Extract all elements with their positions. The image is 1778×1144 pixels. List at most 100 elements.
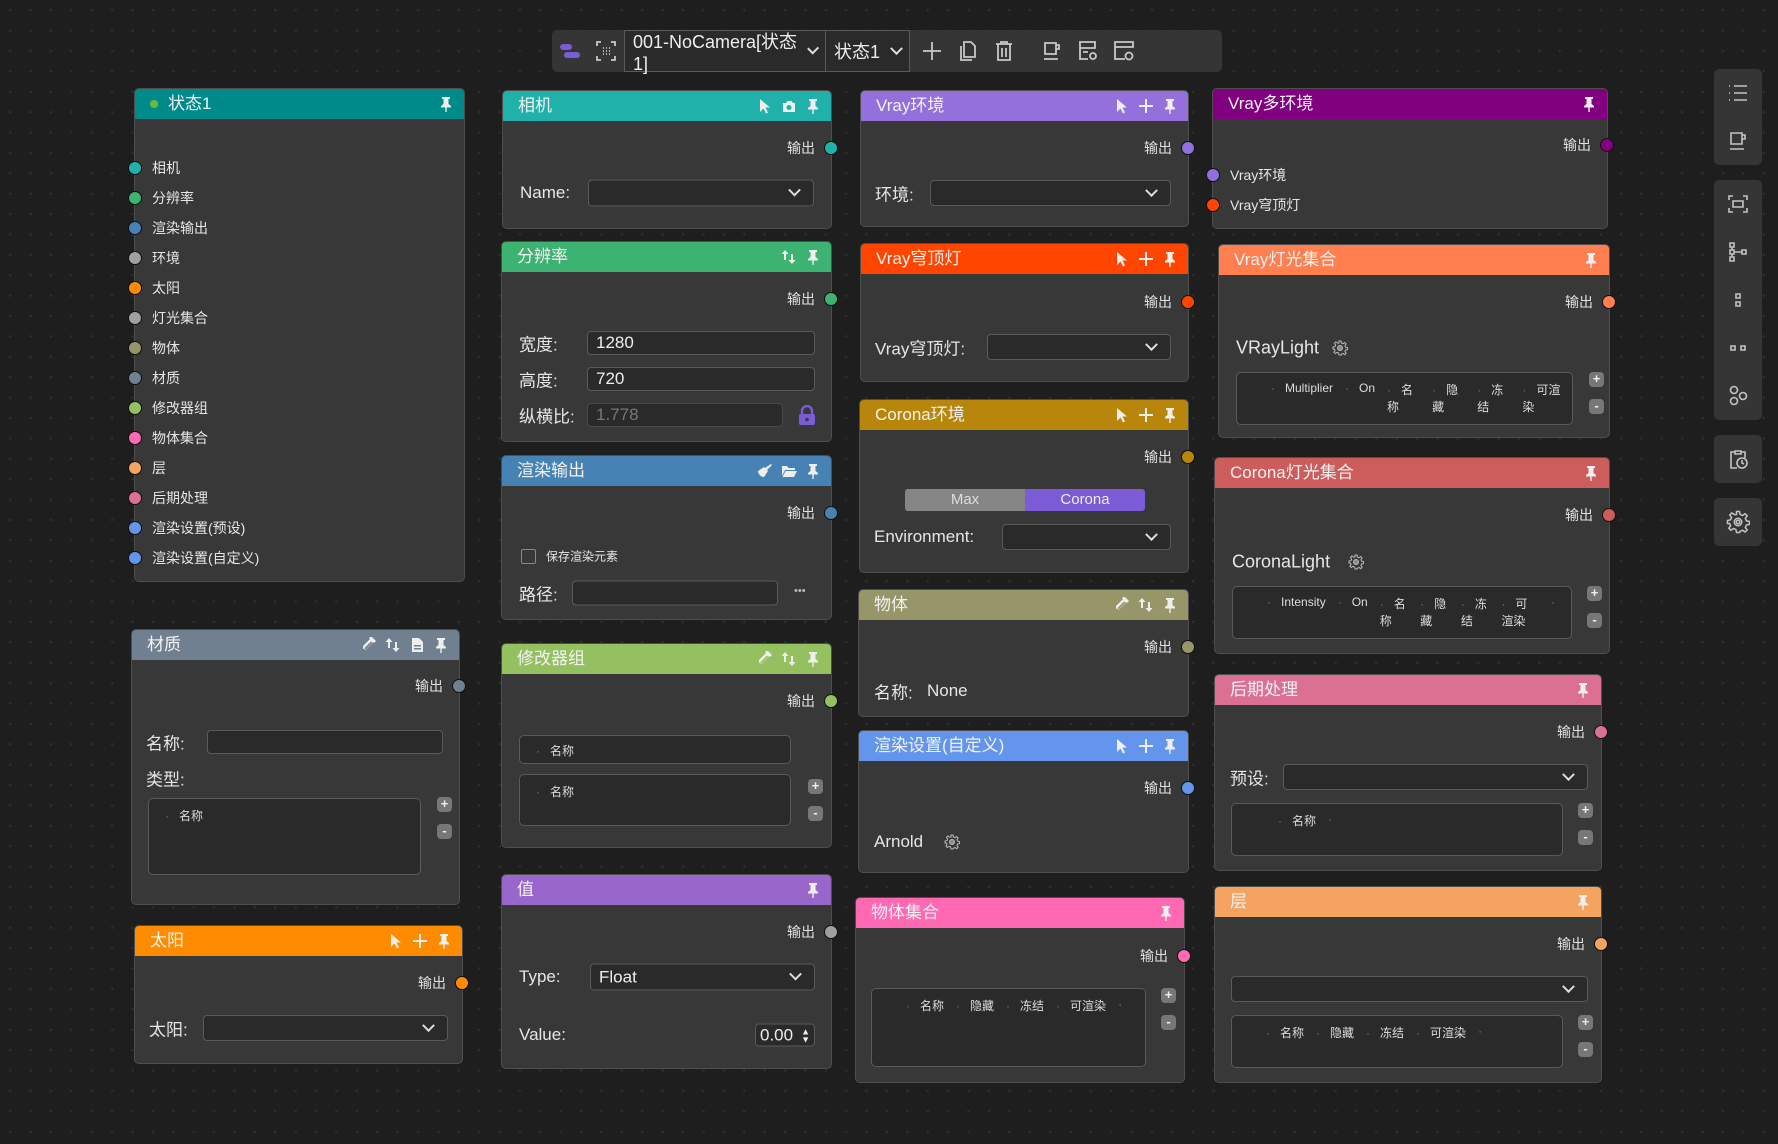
preset-dropdown[interactable] [1283, 764, 1588, 790]
input-port[interactable] [128, 461, 142, 475]
input-port[interactable] [128, 221, 142, 235]
pin-icon[interactable] [1162, 98, 1178, 114]
cursor-select-icon[interactable] [1114, 98, 1130, 114]
remove-item-button[interactable]: - [1161, 1015, 1176, 1030]
input-port[interactable] [128, 251, 142, 265]
type-dropdown[interactable]: Float [590, 963, 815, 991]
sun-dropdown[interactable] [203, 1015, 448, 1041]
vray-dome-node[interactable]: Vray穹顶灯 输出 Vray穹顶灯: [860, 243, 1195, 382]
output-port[interactable] [824, 141, 838, 155]
select-region-icon[interactable] [588, 30, 624, 72]
corona-env-node-header[interactable]: Corona环境 [860, 400, 1188, 430]
swap-icon[interactable] [781, 249, 797, 265]
gear-icon[interactable] [1332, 340, 1348, 356]
swap-icon[interactable] [1138, 597, 1154, 613]
layer-dropdown[interactable] [1231, 976, 1588, 1002]
input-port[interactable] [128, 401, 142, 415]
pin-icon[interactable] [433, 637, 449, 653]
vray-env-node-header[interactable]: Vray环境 [861, 91, 1188, 121]
width-input[interactable]: 1280 [587, 331, 815, 355]
layer-node[interactable]: 层 输出 名称隐藏冻结可渲染 + - [1214, 886, 1608, 1083]
lock-icon[interactable] [798, 405, 816, 425]
nodes-group-icon[interactable] [1714, 372, 1762, 420]
scene-dropdown[interactable]: 001-NoCamera[状态1] [624, 30, 826, 74]
pin-icon[interactable] [1162, 597, 1178, 613]
output-port[interactable] [1181, 141, 1195, 155]
add-item-button[interactable]: + [1587, 586, 1602, 601]
input-port[interactable] [128, 521, 142, 535]
state-node-header[interactable]: 状态1 [135, 89, 464, 119]
pin-icon[interactable] [438, 96, 454, 112]
eyedropper-icon[interactable] [757, 651, 773, 667]
height-input[interactable]: 720 [587, 367, 815, 391]
output-port[interactable] [824, 925, 838, 939]
clipboard-history-icon[interactable] [1714, 435, 1762, 483]
output-port[interactable] [1181, 295, 1195, 309]
pin-icon[interactable] [805, 98, 821, 114]
input-port-vray-dome[interactable] [1206, 198, 1220, 212]
input-port[interactable] [128, 431, 142, 445]
add-state-button[interactable] [914, 30, 950, 72]
render-settings-custom-node-header[interactable]: 渲染设置(自定义) [859, 731, 1188, 761]
vray-env-node[interactable]: Vray环境 输出 环境: [860, 90, 1195, 227]
corona-light-set-node[interactable]: Corona灯光集合 输出 CoronaLight IntensityOn名称隐… [1214, 457, 1616, 654]
output-port[interactable] [452, 679, 466, 693]
pin-icon[interactable] [1162, 738, 1178, 754]
output-port[interactable] [824, 506, 838, 520]
post-effects-list[interactable]: 名称 [1231, 803, 1563, 856]
browse-button[interactable]: ••• [794, 585, 806, 597]
remove-item-button[interactable]: - [1589, 399, 1604, 414]
vray-light-set-node[interactable]: Vray灯光集合 输出 VRayLight MultiplierOn名称隐藏冻结… [1218, 244, 1616, 438]
add-item-button[interactable]: + [1161, 988, 1176, 1003]
value-node[interactable]: 值 输出 Type: Float Value: 0.00 ▲ ▼ [501, 874, 838, 1069]
pin-icon[interactable] [1583, 465, 1599, 481]
output-port[interactable] [1181, 640, 1195, 654]
swap-icon[interactable] [781, 651, 797, 667]
remove-item-button[interactable]: - [1578, 1042, 1593, 1057]
input-port[interactable] [128, 281, 142, 295]
input-port-vray-env[interactable] [1206, 168, 1220, 182]
modifier-group-node[interactable]: 修改器组 输出 名称 名称 + - [501, 643, 838, 848]
pin-icon[interactable] [1581, 96, 1597, 112]
pin-icon[interactable] [1162, 407, 1178, 423]
modifier-filter-list[interactable]: 名称 [519, 735, 791, 764]
plus-icon[interactable] [1138, 251, 1154, 267]
remove-item-button[interactable]: - [437, 824, 452, 839]
vray-light-list[interactable]: MultiplierOn名称隐藏冻结可渲染 [1236, 372, 1573, 425]
sun-node-header[interactable]: 太阳 [135, 926, 462, 956]
output-port[interactable] [1600, 138, 1614, 152]
batch-render-button[interactable] [1106, 30, 1142, 72]
align-horizontal-icon[interactable] [1714, 324, 1762, 372]
sun-node[interactable]: 太阳 输出 太阳: [134, 925, 469, 1064]
pin-icon[interactable] [805, 651, 821, 667]
cursor-select-icon[interactable] [388, 933, 404, 949]
mode-option-corona[interactable]: Corona [1025, 489, 1145, 511]
swap-icon[interactable] [385, 637, 401, 653]
pin-icon[interactable] [805, 463, 821, 479]
cursor-select-icon[interactable] [1114, 251, 1130, 267]
pin-icon[interactable] [1162, 251, 1178, 267]
render-preview-button[interactable] [1034, 30, 1070, 72]
output-port[interactable] [1594, 725, 1608, 739]
input-port[interactable] [128, 371, 142, 385]
plus-icon[interactable] [412, 933, 428, 949]
input-port[interactable] [128, 191, 142, 205]
state-node[interactable]: 状态1 相机 分辨率 渲染输出 环境 太阳 灯光集合 物体 材质 修改器组 物体集合层后期处理 渲染… [128, 88, 465, 582]
input-port[interactable] [128, 491, 142, 505]
camera-node-header[interactable]: 相机 [503, 91, 831, 121]
add-item-button[interactable]: + [1578, 803, 1593, 818]
broom-clear-icon[interactable] [757, 463, 773, 479]
path-input[interactable] [572, 580, 778, 606]
cursor-select-icon[interactable] [1114, 738, 1130, 754]
corona-light-set-node-header[interactable]: Corona灯光集合 [1215, 458, 1609, 488]
cursor-select-icon[interactable] [757, 98, 773, 114]
output-port[interactable] [1602, 508, 1616, 522]
gear-icon[interactable] [1348, 554, 1364, 570]
add-item-button[interactable]: + [1578, 1015, 1593, 1030]
add-item-button[interactable]: + [1589, 372, 1604, 387]
vray-env-dropdown[interactable] [930, 180, 1171, 206]
input-port[interactable] [128, 311, 142, 325]
material-node-header[interactable]: 材质 [132, 630, 459, 660]
input-port[interactable] [128, 161, 142, 175]
spin-arrows-icon[interactable]: ▲ ▼ [801, 1026, 810, 1044]
